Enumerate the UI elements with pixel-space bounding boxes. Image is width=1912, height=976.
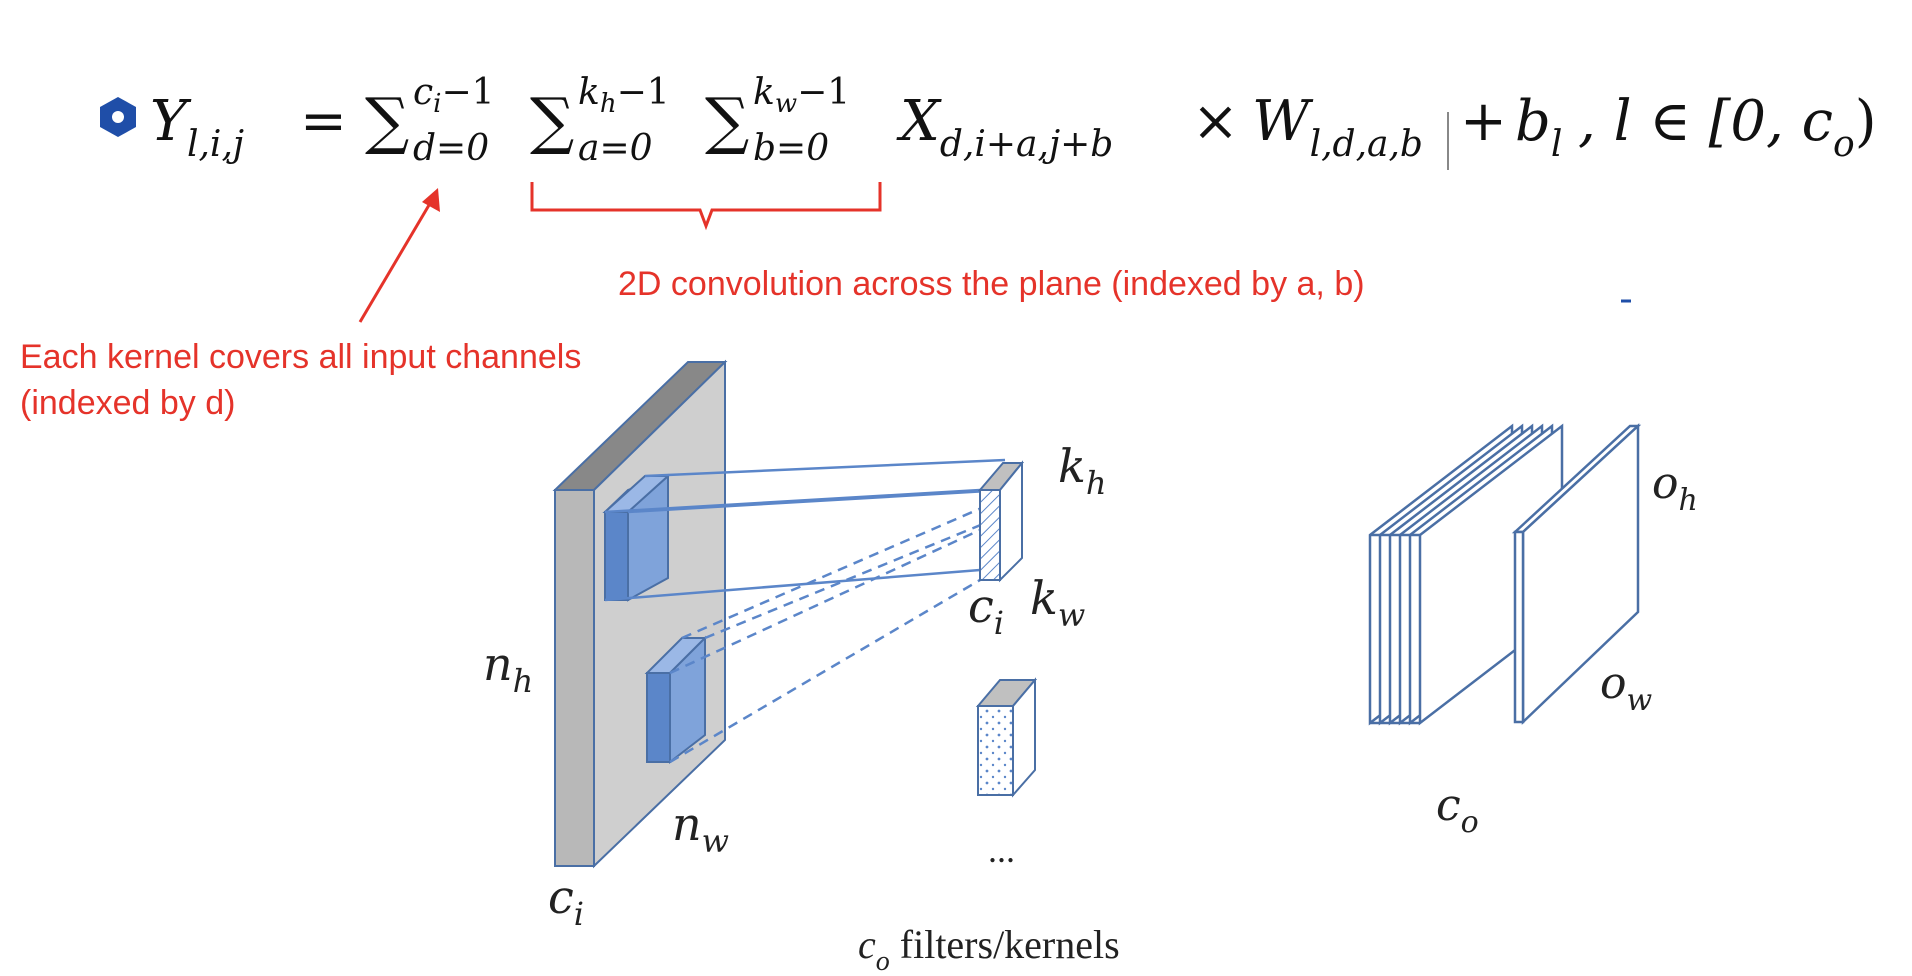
formula-range-sub: o	[1833, 124, 1855, 165]
sum3-sup-rest: −1	[797, 72, 850, 113]
label-o-w-sub: w	[1627, 683, 1653, 718]
formula-w: W	[1252, 89, 1314, 154]
sum1-sub: d=0	[413, 128, 489, 169]
sum2-sub: a=0	[578, 128, 653, 169]
svg-text:, l ∈ [0, co): , l ∈ [0, co)	[1578, 89, 1877, 165]
sum3-sup: k	[753, 72, 775, 113]
formula: Yl,i,j = ∑ ci−1 d=0 ∑ kh−1 a=0 ∑ kw−1 b=…	[100, 72, 1877, 170]
svg-text:ci: ci	[968, 579, 1004, 642]
sum1-sup-sub: i	[433, 89, 441, 119]
svg-text:co: co	[1436, 780, 1479, 840]
label-n-h: n	[483, 637, 513, 691]
formula-x: X	[896, 89, 942, 154]
formula-times: ×	[1192, 89, 1239, 154]
svg-text:Wl,d,a,b: Wl,d,a,b	[1252, 89, 1423, 165]
formula-range-close: )	[1855, 89, 1877, 154]
sum1-symbol: ∑	[365, 84, 409, 157]
input-kernel-lower	[644, 635, 708, 765]
kernel-arrow	[358, 188, 440, 323]
sum3-sup-sub: w	[775, 89, 797, 119]
kernel-cube	[977, 460, 1025, 583]
label-k-w-sub: w	[1058, 596, 1085, 634]
sum2-sup-sub: h	[600, 89, 617, 119]
formula-bias: b	[1515, 89, 1551, 154]
svg-text:bl: bl	[1515, 89, 1562, 165]
hexagon-bullet-icon	[100, 97, 136, 137]
svg-text:oh: oh	[1652, 458, 1698, 518]
sum1-sup: c	[413, 72, 433, 113]
conv2d-brace	[530, 182, 882, 231]
input-volume	[552, 359, 728, 869]
svg-text:ow: ow	[1600, 658, 1653, 718]
label-c-i-kernel-sub: i	[994, 604, 1004, 642]
svg-text:co filters/kernels: co filters/kernels	[858, 922, 1120, 976]
svg-text:ci: ci	[548, 870, 584, 933]
formula-w-sub: l,d,a,b	[1310, 124, 1423, 165]
kernel-annotation-line1: Each kernel covers all input channels	[20, 338, 581, 376]
label-k-h-sub: h	[1086, 464, 1107, 502]
label-c-o: c	[1436, 780, 1461, 831]
svg-text:Xd,i+a,j+b: Xd,i+a,j+b	[896, 89, 1113, 165]
formula-bias-sub: l	[1551, 124, 1563, 165]
label-o-h: o	[1652, 458, 1679, 509]
label-c-i-input-sub: i	[574, 895, 584, 933]
caption-symbol: c	[858, 922, 876, 967]
svg-text:nw: nw	[672, 797, 729, 860]
svg-text:kh: kh	[1058, 439, 1106, 502]
label-n-h-sub: h	[513, 662, 534, 700]
formula-plus: +	[1460, 89, 1507, 154]
kernel-connectors	[604, 458, 1006, 764]
formula-x-sub: d,i+a,j+b	[940, 124, 1113, 165]
sum3-sub: b=0	[753, 128, 829, 169]
formula-lhs: Y	[150, 89, 192, 154]
label-k-w: k	[1030, 571, 1058, 625]
conv2d-annotation: 2D convolution across the plane (indexed…	[618, 265, 1365, 303]
label-c-i-input: c	[548, 870, 574, 924]
caption-text: filters/kernels	[890, 922, 1120, 967]
sum2-sup: k	[578, 72, 600, 113]
svg-text:kw−1: kw−1	[753, 72, 850, 119]
label-ellipsis: ...	[988, 830, 1015, 870]
label-c-i-kernel: c	[968, 579, 994, 633]
svg-text:ci−1: ci−1	[413, 72, 495, 119]
svg-text:kh−1: kh−1	[578, 72, 670, 119]
label-k-h: k	[1058, 439, 1086, 493]
sum3-symbol: ∑	[705, 84, 749, 157]
kernel-annotation-line2: (indexed by d)	[20, 384, 235, 422]
sum1-sup-rest: −1	[442, 72, 495, 113]
label-c-o-sub: o	[1461, 805, 1479, 840]
formula-range: , l ∈ [0, c	[1578, 89, 1833, 154]
output-stack	[1368, 423, 1564, 726]
formula-lhs-sub: l,i,j	[187, 124, 244, 165]
caption-sub: o	[876, 946, 890, 976]
formula-equals: =	[300, 89, 347, 154]
output-plane	[1511, 423, 1642, 725]
label-n-w: n	[672, 797, 702, 851]
label-n-w-sub: w	[702, 822, 729, 860]
svg-text:kw: kw	[1030, 571, 1085, 634]
label-o-h-sub: h	[1679, 483, 1698, 518]
label-o-w: o	[1600, 658, 1627, 709]
svg-text:Yl,i,j: Yl,i,j	[150, 89, 244, 165]
sum2-symbol: ∑	[530, 84, 574, 157]
svg-text:nh: nh	[483, 637, 533, 700]
kernel-cube-second	[975, 677, 1038, 798]
sum2-sup-rest: −1	[617, 72, 670, 113]
